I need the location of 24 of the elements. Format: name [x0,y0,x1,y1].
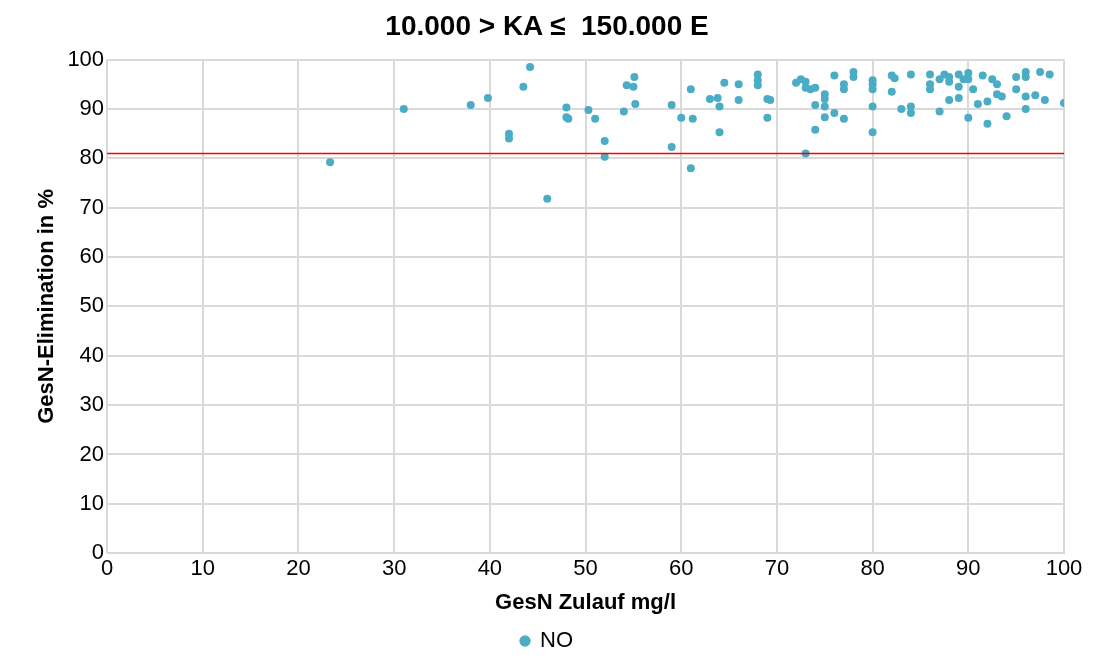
y-tick-label: 50 [79,292,105,318]
x-tick-label: 30 [381,555,407,581]
y-tick-label: 30 [79,391,105,417]
chart-title: 10.000 > KA ≤ 150.000 E [385,9,709,41]
x-tick-label: 90 [956,555,981,581]
y-tick-label: 80 [79,144,105,170]
y-axis-title: GesN-Elimination in % [33,189,59,424]
y-tick-label: 90 [79,95,105,121]
y-tick-label: 70 [79,193,105,219]
y-tick-label: 40 [79,341,105,367]
x-tick-label: 20 [286,555,311,581]
y-tick-label: 20 [79,440,105,466]
x-tick-label: 60 [669,555,694,581]
x-axis-title: GesN Zulauf mg/l [495,588,677,614]
x-tick-label: 10 [190,555,216,581]
x-tick-label: 40 [477,555,503,581]
x-tick-label: 70 [764,555,790,581]
y-tick-label: 100 [67,45,105,71]
x-tick-label: 100 [1045,555,1083,581]
y-tick-label: 10 [79,489,105,515]
x-tick-label: 80 [860,555,885,581]
x-tick-label: 50 [573,555,598,581]
y-tick-label: 60 [79,243,105,269]
legend-label: NO [540,627,573,653]
